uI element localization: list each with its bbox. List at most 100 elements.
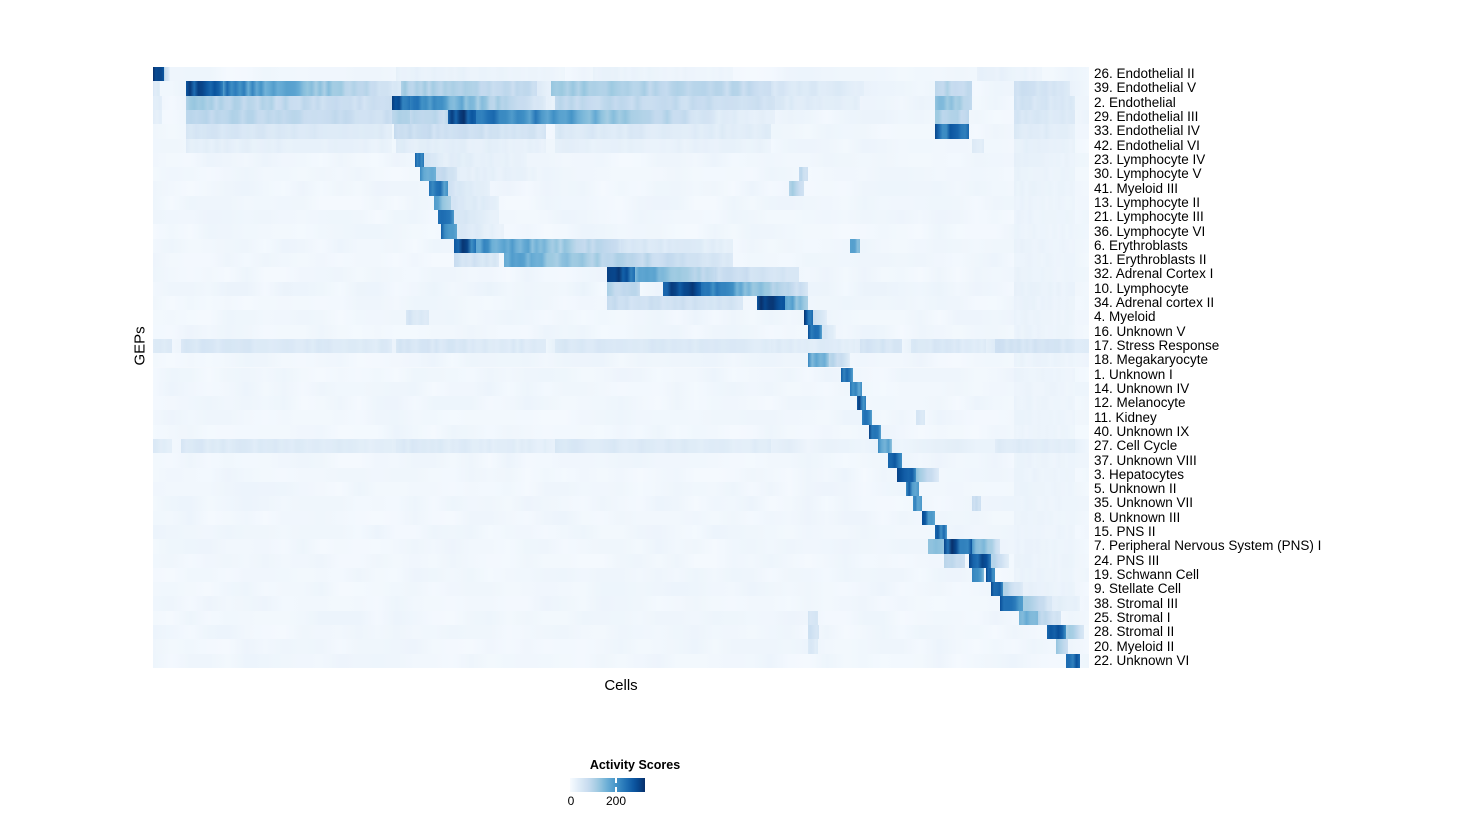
row-label: 38. Stromal III	[1094, 595, 1179, 611]
heatmap-block	[454, 238, 476, 253]
heatmap-block	[606, 267, 636, 282]
heatmap-row-texture	[153, 396, 1089, 411]
heatmap-block	[454, 253, 500, 268]
heatmap-block	[223, 81, 392, 96]
heatmap-block	[976, 67, 1043, 82]
heatmap-block	[990, 582, 1003, 597]
heatmap-block	[447, 109, 476, 125]
heatmap-row	[153, 496, 1089, 511]
heatmap-block	[1014, 152, 1075, 168]
heatmap-block	[153, 95, 163, 110]
heatmap-plot-area[interactable]	[153, 67, 1089, 668]
row-label: 22. Unknown VI	[1094, 652, 1190, 668]
heatmap-block	[555, 95, 776, 110]
row-label: 33. Endothelial IV	[1094, 123, 1200, 139]
heatmap-block	[906, 481, 919, 497]
heatmap-block	[391, 109, 411, 125]
heatmap-block	[532, 253, 734, 268]
heatmap-row-texture	[153, 524, 1089, 540]
row-label: 1. Unknown I	[1094, 366, 1173, 382]
heatmap-row-texture	[153, 610, 1089, 626]
heatmap-block	[850, 238, 860, 253]
heatmap-row	[153, 310, 1089, 325]
heatmap-block	[185, 124, 392, 139]
heatmap-row	[153, 95, 1089, 110]
heatmap-block	[784, 295, 809, 311]
row-label: 21. Lymphocyte III	[1094, 209, 1204, 225]
heatmap-row	[153, 167, 1089, 182]
heatmap-row	[153, 338, 1089, 354]
heatmap-row	[153, 396, 1089, 411]
heatmap-row	[153, 124, 1089, 139]
row-label: 17. Stress Response	[1094, 338, 1220, 354]
heatmap-block	[606, 281, 640, 296]
heatmap-block	[878, 439, 893, 454]
row-label: 37. Unknown VIII	[1094, 452, 1197, 468]
row-label: 3. Hepatocytes	[1094, 466, 1185, 482]
row-label: 14. Unknown IV	[1094, 380, 1190, 396]
heatmap-block	[1014, 481, 1075, 497]
heatmap-block	[943, 553, 966, 568]
heatmap-block	[840, 367, 854, 382]
heatmap-row	[153, 267, 1089, 282]
heatmap-block	[1014, 396, 1075, 411]
heatmap-block	[396, 338, 547, 354]
heatmap-block	[592, 67, 734, 82]
row-label: 31. Erythroblasts II	[1094, 252, 1207, 268]
heatmap-block	[887, 453, 902, 468]
y-axis-title: GEPs	[131, 326, 149, 366]
row-label: 13. Lymphocyte II	[1094, 194, 1201, 210]
heatmap-block	[995, 338, 1075, 354]
heatmap-row-texture	[153, 539, 1089, 554]
heatmap-block	[391, 95, 411, 110]
heatmap-block	[928, 539, 944, 554]
heatmap-block	[808, 639, 818, 654]
row-label: 26. Endothelial II	[1094, 66, 1195, 82]
heatmap-block	[1002, 582, 1024, 597]
heatmap-row-texture	[153, 567, 1089, 583]
heatmap-row-texture	[153, 639, 1089, 654]
row-label: 34. Adrenal cortex II	[1094, 295, 1215, 311]
heatmap-row-texture	[153, 582, 1089, 597]
row-label: 40. Unknown IX	[1094, 423, 1190, 439]
colorbar-ticklabel-min: 0	[567, 794, 575, 808]
heatmap-block	[972, 539, 1001, 554]
heatmap-row	[153, 481, 1089, 497]
heatmap-block	[410, 109, 448, 125]
row-label: 9. Stellate Cell	[1094, 581, 1182, 597]
heatmap-row	[153, 582, 1089, 597]
heatmap-row	[153, 67, 1089, 82]
heatmap-row-texture	[153, 410, 1089, 425]
heatmap-block	[555, 338, 771, 354]
heatmap-block	[396, 138, 547, 153]
heatmap-block	[504, 253, 533, 268]
row-label: 6. Erythroblasts	[1094, 237, 1188, 253]
heatmap-block	[185, 138, 392, 153]
heatmap-row	[153, 453, 1089, 468]
heatmap-block	[454, 210, 500, 225]
heatmap-row-texture	[153, 625, 1089, 640]
heatmap-block	[555, 439, 771, 454]
heatmap-block	[207, 95, 392, 110]
heatmap-block	[913, 496, 923, 511]
row-label: 27. Cell Cycle	[1094, 438, 1178, 454]
heatmap-block	[396, 67, 565, 82]
heatmap-block	[770, 81, 865, 96]
heatmap-block	[798, 167, 809, 182]
heatmap-row	[153, 653, 1089, 668]
heatmap-row	[153, 567, 1089, 583]
heatmap-row	[153, 253, 1089, 268]
heatmap-row-texture	[153, 367, 1089, 382]
heatmap-row-texture	[153, 424, 1089, 440]
heatmap-block	[1014, 510, 1075, 525]
heatmap-row-texture	[153, 195, 1089, 211]
heatmap-block	[915, 467, 940, 482]
heatmap-block	[396, 439, 547, 454]
heatmap-block	[1014, 109, 1075, 125]
heatmap-block	[812, 310, 827, 325]
row-label: 4. Myeloid	[1094, 309, 1156, 325]
heatmap-block	[1014, 410, 1075, 425]
row-label: 28. Stromal II	[1094, 624, 1175, 640]
heatmap-row-texture	[153, 353, 1089, 368]
